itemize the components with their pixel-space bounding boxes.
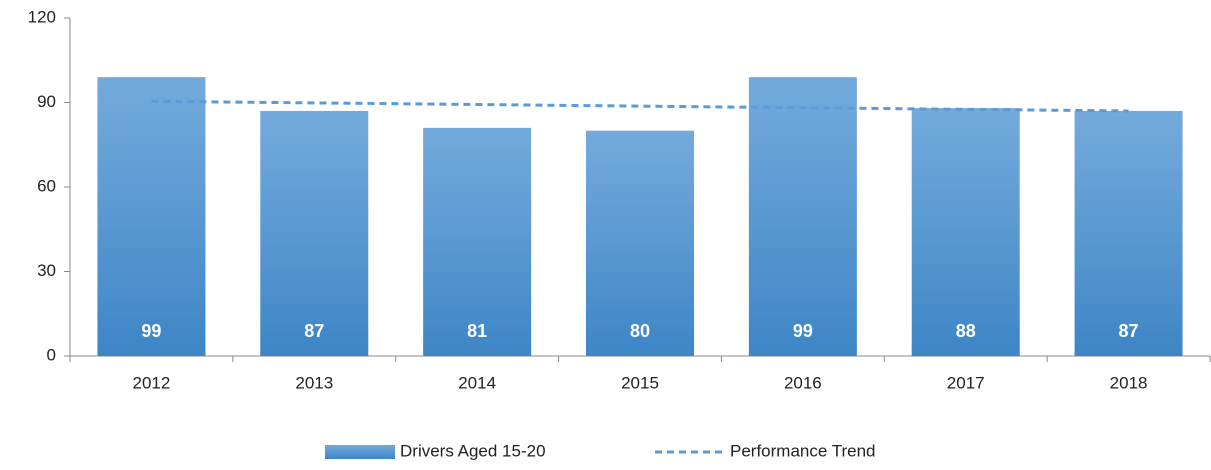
bar [260,110,369,356]
x-tick-label: 2014 [458,373,496,392]
trend-line [151,99,1129,113]
x-tick-label: 2017 [947,373,985,392]
y-tick-label: 60 [37,176,56,195]
legend-label: Performance Trend [730,441,876,460]
y-tick-label: 30 [37,261,56,280]
x-tick-label: 2013 [295,373,333,392]
legend-swatch [325,445,395,459]
bar [97,77,206,357]
x-tick-label: 2018 [1110,373,1148,392]
bar [748,77,857,357]
data-label: 80 [630,321,650,341]
x-tick-label: 2016 [784,373,822,392]
bar [423,127,532,356]
x-tick-label: 2012 [133,373,171,392]
data-label: 99 [793,321,813,341]
data-label: 87 [1119,321,1139,341]
y-tick-label: 0 [47,345,56,364]
data-label: 87 [304,321,324,341]
x-tick-label: 2015 [621,373,659,392]
bar [1074,110,1183,356]
data-label: 99 [141,321,161,341]
y-tick-label: 120 [28,7,56,26]
bar [586,130,694,356]
y-tick-label: 90 [37,92,56,111]
data-label: 81 [467,321,487,341]
bar [911,108,1020,356]
data-label: 88 [956,321,976,341]
legend-label: Drivers Aged 15-20 [400,441,546,460]
